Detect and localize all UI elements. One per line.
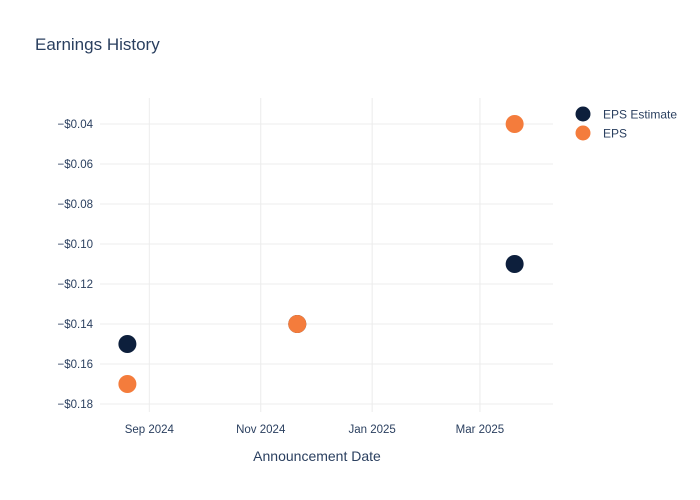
legend-label-eps-estimate: EPS Estimate xyxy=(603,108,677,122)
y-tick-label: −$0.06 xyxy=(58,159,94,171)
legend-marker-eps xyxy=(575,125,591,141)
legend-marker-eps-estimate xyxy=(575,106,591,122)
y-tick-label: −$0.14 xyxy=(58,319,94,331)
point-eps[interactable] xyxy=(505,115,524,133)
y-axis-ticks: −$0.04 −$0.06 −$0.08 −$0.10 −$0.12 −$0.14 −$0.… xyxy=(58,119,94,411)
point-eps-estimate[interactable] xyxy=(118,335,137,353)
grid xyxy=(100,98,553,412)
legend-label-eps: EPS xyxy=(603,127,627,141)
y-tick-label: −$0.16 xyxy=(58,359,94,371)
y-tick-label: −$0.10 xyxy=(58,239,94,251)
x-axis-ticks: Sep 2024 Nov 2024 Jan 2025 Mar 2025 xyxy=(125,424,505,436)
legend-item-eps-estimate[interactable]: EPS Estimate xyxy=(575,106,678,122)
x-tick-label: Jan 2025 xyxy=(349,424,396,436)
y-tick-label: −$0.12 xyxy=(58,279,94,291)
point-eps[interactable] xyxy=(288,315,307,333)
y-tick-label: −$0.04 xyxy=(58,119,94,131)
chart-title: Earnings History xyxy=(35,35,160,54)
point-eps-estimate[interactable] xyxy=(505,255,524,273)
legend[interactable]: EPS Estimate EPS xyxy=(575,106,678,141)
point-eps[interactable] xyxy=(118,375,137,393)
legend-item-eps[interactable]: EPS xyxy=(575,125,628,141)
y-tick-label: −$0.08 xyxy=(58,199,94,211)
x-axis-title: Announcement Date xyxy=(253,448,381,464)
data-points xyxy=(118,115,524,393)
x-tick-label: Nov 2024 xyxy=(236,424,286,436)
y-tick-label: −$0.18 xyxy=(58,399,94,411)
x-tick-label: Sep 2024 xyxy=(125,424,175,436)
x-tick-label: Mar 2025 xyxy=(456,424,505,436)
